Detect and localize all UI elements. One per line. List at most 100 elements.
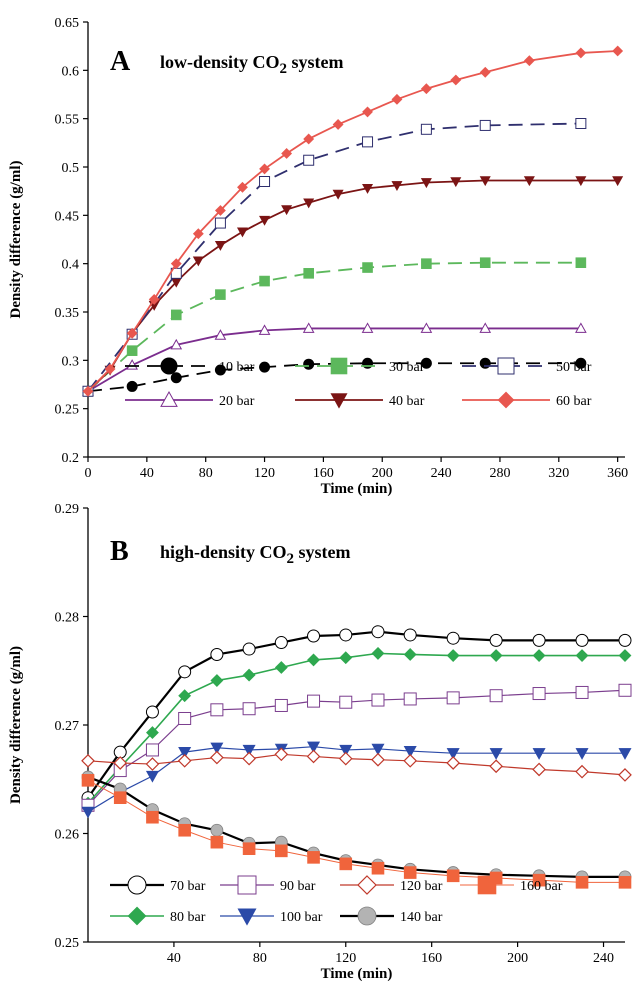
series-90-bar [81, 683, 632, 812]
data-point [275, 844, 288, 858]
data-point [450, 177, 462, 188]
series-line [87, 261, 581, 392]
data-point [523, 176, 535, 187]
data-point [338, 751, 353, 766]
legend-label: 120 bar [400, 879, 443, 894]
data-point [479, 66, 491, 78]
data-point [178, 665, 192, 679]
y-tick-label: 0.5 [62, 161, 80, 176]
data-point [258, 324, 271, 335]
legend-marker [127, 875, 147, 895]
x-tick-label: 0 [85, 466, 92, 481]
x-tick-label: 80 [199, 466, 213, 481]
data-point [489, 633, 503, 647]
legend-label: 70 bar [170, 879, 206, 894]
y-tick-label: 0.3 [62, 354, 80, 369]
y-tick-label: 0.4 [62, 258, 80, 273]
legend-marker [330, 357, 348, 375]
data-point [361, 322, 374, 333]
series-120-bar [81, 747, 632, 782]
series-160-bar [81, 774, 632, 889]
data-point [192, 228, 204, 240]
data-point [479, 176, 491, 187]
data-point [178, 823, 191, 837]
data-point [192, 256, 204, 267]
data-point [403, 692, 417, 706]
data-point [214, 217, 226, 229]
data-point [618, 649, 632, 662]
series-line [87, 689, 626, 806]
data-point [371, 693, 385, 707]
data-point [532, 762, 546, 777]
y-tick-label: 0.25 [55, 403, 80, 418]
data-point [489, 689, 503, 703]
data-point [177, 753, 192, 768]
data-point [479, 119, 491, 131]
panel-title: high-density CO2 system [160, 542, 351, 567]
data-point [307, 694, 321, 708]
data-point [420, 123, 432, 135]
legend-marker [237, 908, 257, 926]
series-80-bar [81, 646, 632, 810]
y-tick-label: 0.29 [55, 502, 80, 517]
data-point [307, 629, 321, 643]
data-point [210, 750, 224, 765]
data-point [446, 631, 460, 645]
data-point [274, 698, 288, 712]
data-point [446, 691, 460, 705]
data-point [339, 651, 353, 665]
x-tick-label: 40 [140, 466, 154, 481]
data-point [618, 633, 632, 647]
data-point [259, 176, 271, 187]
data-point [332, 189, 344, 200]
data-point [81, 753, 95, 768]
legend: 70 bar 90 bar 120 bar 160 bar 80 bar 100 bar 1… [110, 875, 563, 926]
x-tick-label: 120 [254, 466, 275, 481]
data-point [148, 294, 160, 305]
data-point [145, 705, 159, 719]
data-point [618, 683, 632, 697]
data-point [450, 74, 462, 86]
data-point [618, 768, 632, 782]
data-point [146, 810, 159, 824]
series-line [87, 746, 625, 813]
x-tick-label: 360 [607, 466, 628, 481]
x-tick-label: 200 [507, 951, 528, 966]
data-point [242, 642, 256, 656]
series-line [87, 753, 626, 776]
data-point [259, 275, 270, 287]
data-point [421, 258, 432, 269]
data-point [446, 748, 460, 760]
legend-marker [160, 357, 178, 375]
data-point [420, 178, 432, 189]
data-point [339, 628, 353, 642]
x-axis-label: Time (min) [321, 966, 393, 982]
data-point [303, 268, 314, 279]
data-point [371, 861, 385, 875]
data-point [215, 289, 226, 300]
x-tick-label: 240 [431, 466, 452, 481]
series-20-bar [82, 322, 587, 396]
series-100-bar [81, 741, 632, 819]
data-point [532, 748, 546, 760]
data-point [145, 770, 159, 783]
x-tick-label: 320 [548, 466, 569, 481]
data-point [113, 791, 127, 804]
y-tick-label: 0.28 [55, 611, 80, 626]
y-tick-label: 0.35 [55, 306, 80, 321]
data-point [371, 625, 385, 639]
data-point [113, 756, 128, 770]
data-point [391, 181, 403, 191]
panel-b: 0.25 0.26 0.27 0.28 0.29 40 80 120 160 200 240 Time… [8, 502, 632, 982]
data-point [489, 748, 503, 760]
series-line [87, 362, 581, 393]
data-point [403, 866, 417, 879]
series-50-bar [82, 118, 587, 397]
series-line [87, 779, 625, 883]
series-40-bar [82, 176, 624, 397]
data-point [532, 687, 546, 701]
data-point [575, 876, 589, 889]
data-point [575, 764, 589, 779]
legend-label: 100 bar [280, 910, 323, 925]
